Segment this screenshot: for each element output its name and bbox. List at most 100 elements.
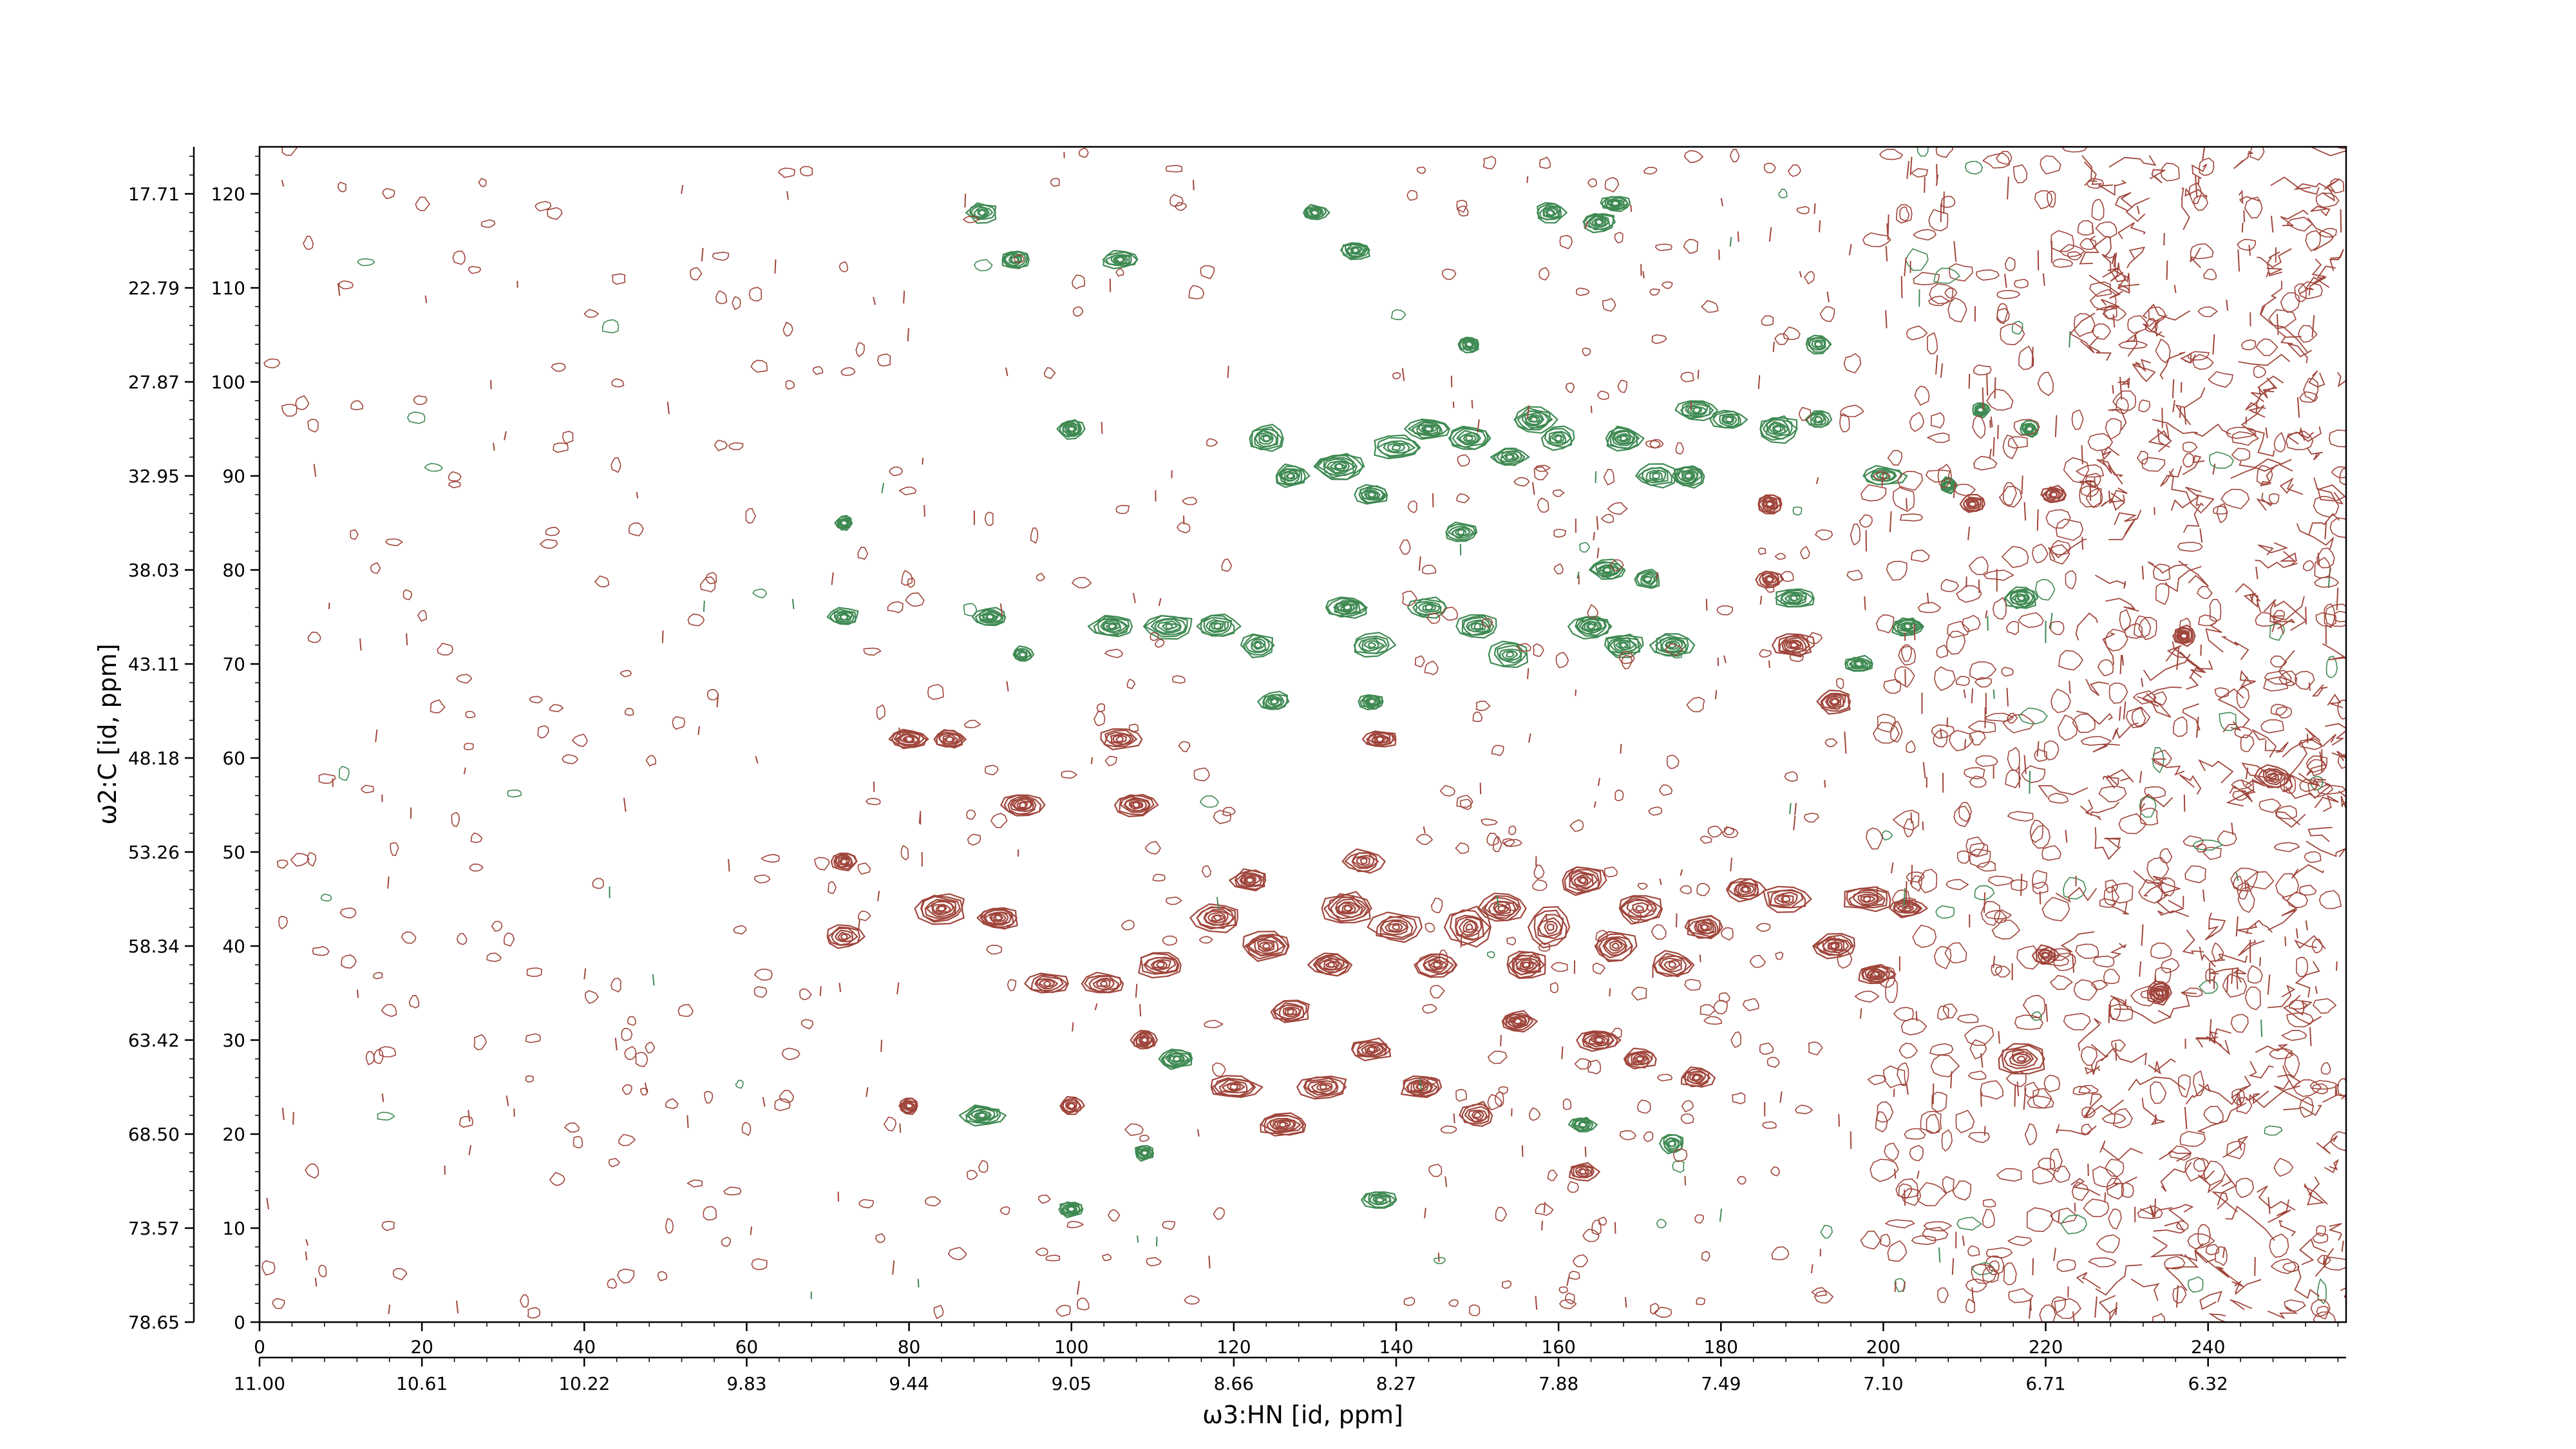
noise-contour <box>687 1115 689 1128</box>
noise-contour <box>1457 454 1470 467</box>
noise-contour <box>2255 1043 2294 1057</box>
noise-contour <box>2231 968 2233 984</box>
positive-peak-contour <box>1968 500 1977 508</box>
noise-contour <box>1007 979 1017 991</box>
noise-contour <box>2237 882 2249 900</box>
noise-contour <box>2077 220 2094 236</box>
noise-contour <box>636 491 638 498</box>
noise-contour <box>2230 1075 2251 1106</box>
noise-contour <box>2183 441 2198 453</box>
positive-peak-contour <box>1213 914 1222 922</box>
noise-contour <box>1935 147 1954 158</box>
noise-contour <box>1430 985 1445 999</box>
noise-contour <box>1870 1159 1899 1182</box>
noise-contour <box>750 1226 753 1235</box>
noise-contour <box>2042 273 2045 287</box>
noise-contour <box>2302 560 2315 572</box>
positive-peak-contour <box>1229 1083 1238 1091</box>
noise-contour <box>2311 147 2346 156</box>
noise-contour <box>1115 268 1124 277</box>
positive-peak-contour <box>1533 909 1567 945</box>
noise-contour <box>1701 299 1719 313</box>
noise-contour <box>2159 1150 2192 1162</box>
noise-contour <box>339 907 357 919</box>
noise-contour <box>2255 566 2259 580</box>
positive-peak-contour <box>1774 891 1798 906</box>
noise-contour <box>2095 221 2117 238</box>
positive-peak-contour <box>1095 979 1111 989</box>
noise-contour <box>1407 500 1417 513</box>
positive-peak-contour <box>1210 1075 1264 1098</box>
noise-contour <box>2102 252 2117 278</box>
noise-contour <box>2043 1074 2060 1092</box>
positive-peak-contour <box>994 914 1002 921</box>
noise-contour <box>537 725 549 739</box>
noise-contour <box>2226 426 2257 439</box>
noise-contour <box>667 401 670 415</box>
noise-contour <box>2219 712 2237 732</box>
noise-contour <box>2231 822 2234 835</box>
positive-peak-contour <box>1239 872 1263 887</box>
noise-contour <box>1502 838 1515 847</box>
noise-contour <box>2221 636 2249 660</box>
negative-peak-contour <box>1620 641 1627 649</box>
noise-contour <box>448 471 462 482</box>
negative-peak-contour <box>1643 576 1653 583</box>
positive-peak-contour <box>1152 960 1168 969</box>
noise-contour <box>2237 939 2265 957</box>
negative-peak-contour <box>1323 458 1356 475</box>
noise-contour <box>2275 706 2293 719</box>
noise-contour <box>562 431 574 444</box>
noise-contour <box>2050 230 2074 252</box>
noise-contour <box>1968 556 1989 575</box>
noise-contour <box>1517 643 1531 652</box>
noise-contour <box>2205 969 2216 982</box>
positive-peak-contour <box>1602 937 1627 956</box>
noise-contour <box>1533 643 1544 657</box>
noise-contour <box>424 462 443 472</box>
negative-peak-contour <box>1365 490 1379 499</box>
noise-contour <box>967 1170 978 1180</box>
negative-peak-contour <box>967 1108 996 1122</box>
noise-contour <box>1598 1217 1607 1226</box>
negative-peak-contour <box>974 609 1007 626</box>
noise-contour <box>611 378 625 388</box>
negative-peak-contour <box>2009 591 2034 605</box>
positive-peak-contour <box>1274 1119 1291 1130</box>
noise-contour <box>2030 824 2050 849</box>
noise-contour <box>2141 677 2144 687</box>
positive-peak-contour <box>1604 938 1627 954</box>
noise-contour <box>2308 513 2340 535</box>
positive-peak-contour <box>1376 915 1417 940</box>
noise-contour <box>2155 338 2171 364</box>
noise-contour <box>927 684 944 700</box>
noise-contour <box>1854 990 1880 1003</box>
positive-peak-contour <box>2149 985 2168 1001</box>
positive-peak-contour <box>1519 959 1535 971</box>
noise-contour <box>1891 889 1911 912</box>
noise-contour <box>379 1046 396 1057</box>
negative-peak-contour <box>1014 649 1031 661</box>
positive-peak-contour <box>1830 698 1839 705</box>
noise-contour <box>2102 632 2116 665</box>
noise-contour <box>1991 919 2020 940</box>
y-ppm-tick-label: 68.50 <box>128 1124 180 1145</box>
noise-contour <box>1565 383 1575 393</box>
positive-peak-contour <box>1352 855 1375 868</box>
noise-contour <box>341 954 357 969</box>
noise-contour <box>2199 528 2203 543</box>
noise-contour <box>1778 188 1788 198</box>
noise-contour <box>1575 689 1577 696</box>
noise-contour <box>2222 1135 2249 1159</box>
positive-peak-contour <box>1458 918 1479 936</box>
noise-contour <box>2244 986 2261 1010</box>
noise-contour <box>2233 875 2244 891</box>
noise-contour <box>373 972 383 980</box>
noise-contour <box>2317 1255 2331 1265</box>
noise-contour <box>2255 338 2278 356</box>
noise-contour <box>2278 650 2295 686</box>
noise-contour <box>2011 879 2028 891</box>
noise-contour <box>703 600 705 612</box>
noise-contour <box>2040 155 2061 175</box>
noise-contour <box>2007 176 2009 200</box>
